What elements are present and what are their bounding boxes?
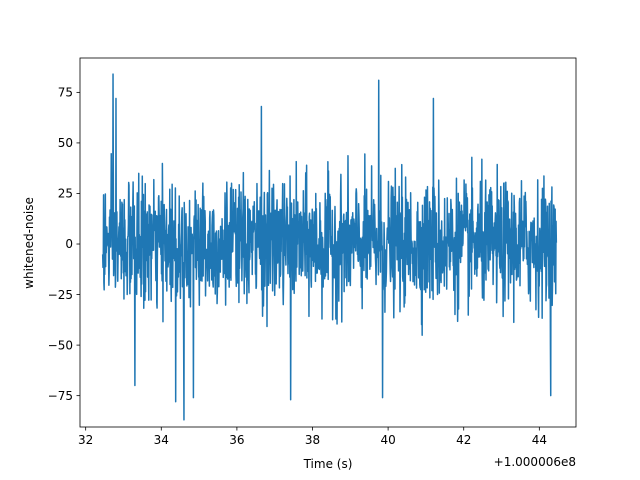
- y-tick-label: −25: [48, 288, 73, 302]
- y-tick-label: 25: [58, 187, 73, 201]
- x-tick-label: 42: [456, 433, 471, 447]
- y-axis: −75 −50 −25 0 25 50 75: [48, 86, 80, 403]
- x-tick-label: 38: [305, 433, 320, 447]
- plot-frame: [79, 57, 577, 428]
- x-axis: 32 34 36 38 40 42 44: [78, 427, 547, 447]
- y-tick-label: −75: [48, 389, 73, 403]
- x-tick-label: 32: [78, 433, 93, 447]
- series-line: [101, 73, 558, 421]
- x-tick-label: 44: [532, 433, 547, 447]
- y-tick-label: −50: [48, 338, 73, 352]
- y-tick-label: 0: [65, 237, 73, 251]
- y-axis-label: whitened-noise: [22, 197, 36, 289]
- x-axis-offset-label: +1.000006e8: [494, 455, 576, 469]
- x-axis-label: Time (s): [303, 457, 353, 471]
- y-tick-label: 50: [58, 136, 73, 150]
- series-layer: [101, 73, 558, 421]
- x-tick-label: 34: [154, 433, 169, 447]
- y-tick-label: 75: [58, 86, 73, 100]
- x-tick-label: 40: [380, 433, 395, 447]
- x-tick-label: 36: [229, 433, 244, 447]
